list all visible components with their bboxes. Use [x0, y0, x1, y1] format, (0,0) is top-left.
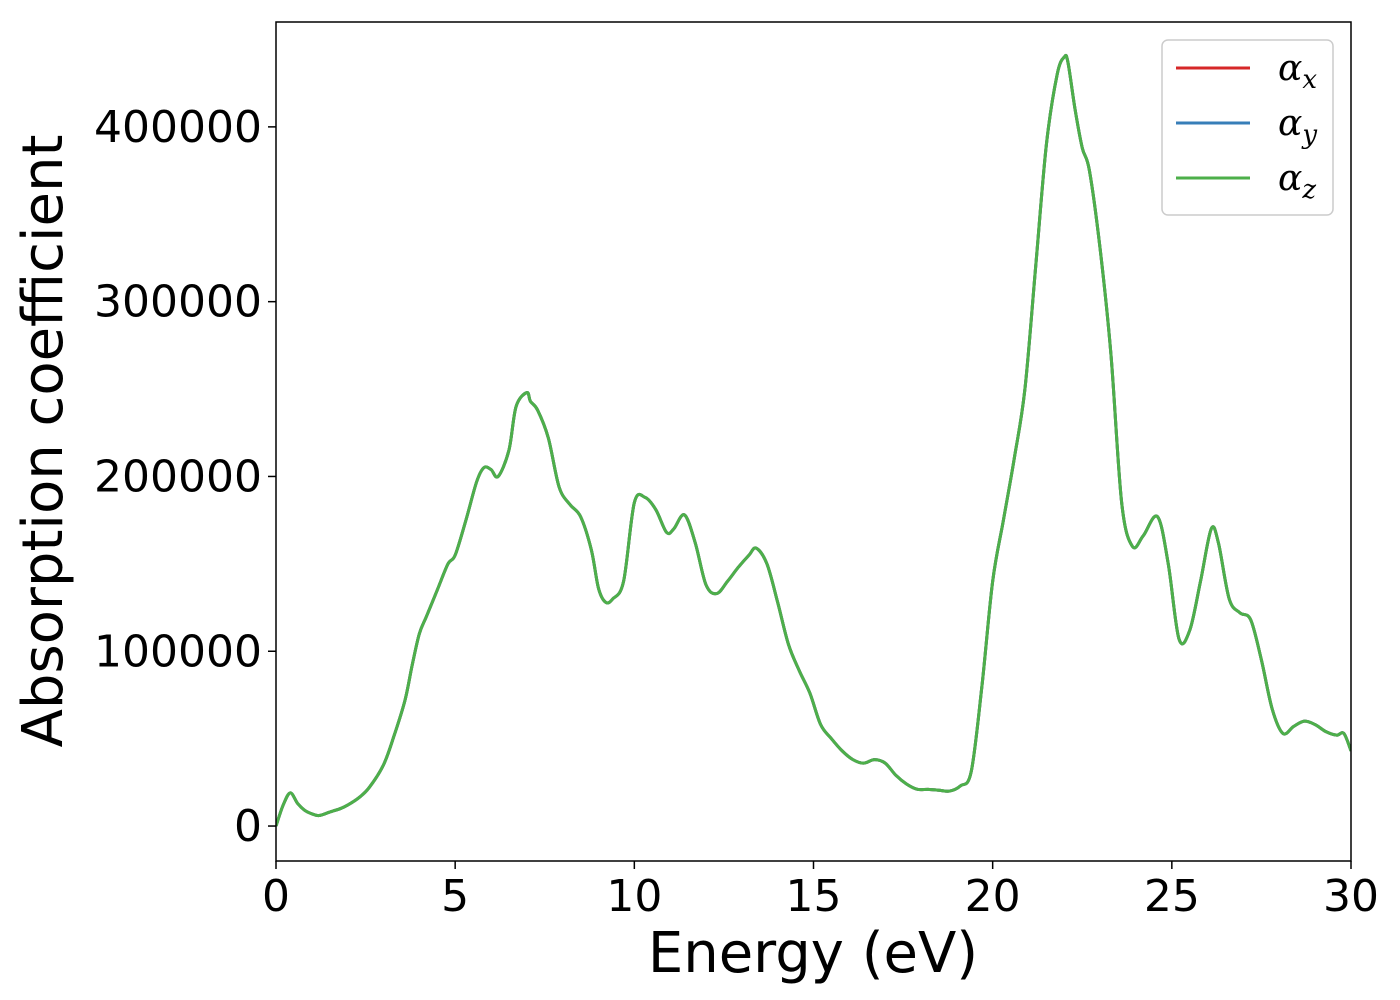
x-tick-label: 5 [441, 871, 469, 922]
y-tick-label: 100000 [94, 626, 262, 677]
series-layer [276, 53, 1351, 827]
x-tick-label: 25 [1144, 871, 1200, 922]
legend-label-y: αy [1278, 103, 1317, 150]
x-tick-label: 10 [606, 871, 662, 922]
x-tick-label: 0 [262, 871, 290, 922]
x-tick-label: 30 [1323, 871, 1379, 922]
legend-box [1161, 39, 1334, 216]
x-tick-label: 15 [786, 871, 842, 922]
y-tick-label: 0 [234, 801, 262, 852]
y-axis: 0 100000 200000 300000 400000 [94, 102, 276, 852]
legend-label-x: αx [1278, 48, 1317, 95]
x-axis: 0 5 10 15 20 25 30 [262, 861, 1379, 922]
y-axis-label: Absorption coefficient [11, 135, 76, 748]
y-tick-label: 400000 [94, 102, 262, 153]
series-line-z [276, 53, 1351, 827]
x-axis-label: Energy (eV) [648, 921, 978, 986]
y-tick-label: 300000 [94, 277, 262, 328]
y-tick-label: 200000 [94, 451, 262, 502]
x-tick-label: 20 [965, 871, 1021, 922]
